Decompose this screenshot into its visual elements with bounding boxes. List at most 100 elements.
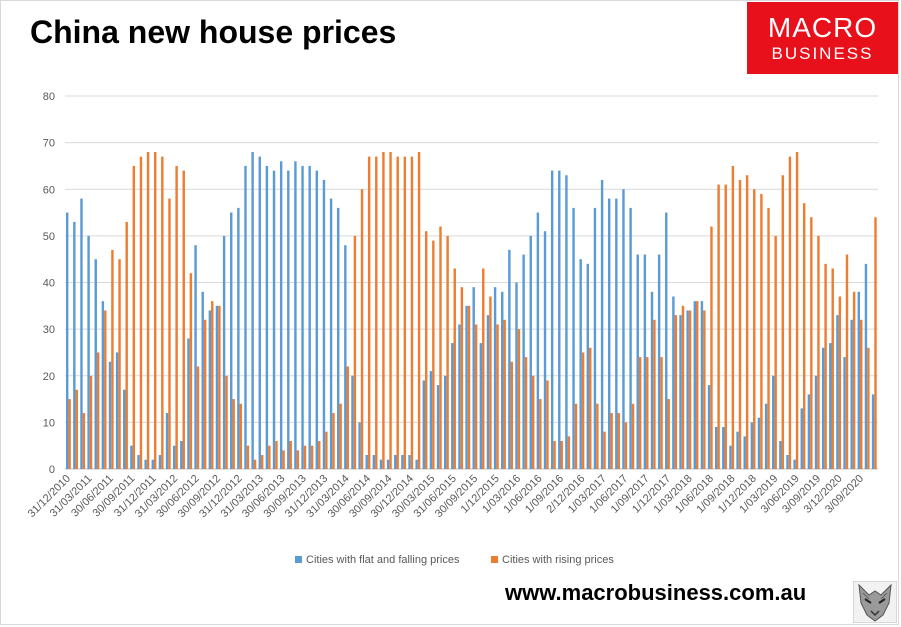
bar-rising [318, 441, 321, 469]
bar-rising [439, 226, 442, 469]
bar-rising [717, 184, 720, 469]
bar-rising [432, 240, 435, 469]
bar-flat-falling [714, 427, 718, 469]
bar-flat-falling [194, 245, 197, 469]
bar-rising [467, 305, 471, 469]
bar-rising [325, 431, 328, 469]
bar-flat-falling [757, 417, 761, 469]
bar-rising [482, 268, 485, 469]
bar-flat-falling [501, 291, 504, 469]
bar-flat-falling [401, 455, 404, 469]
bar-rising [574, 403, 578, 469]
bar-rising [824, 263, 827, 469]
bar-rising [810, 217, 813, 469]
bar-flat-falling [165, 413, 169, 469]
bar-rising [353, 235, 357, 470]
bar-rising [104, 310, 107, 469]
bar-rising [239, 403, 242, 469]
bar-flat-falling [750, 422, 754, 470]
bar-rising [845, 254, 849, 469]
y-tick-label: 10 [43, 417, 55, 429]
bar-flat-falling [108, 361, 112, 469]
bar-flat-falling [101, 301, 105, 469]
bar-rising [417, 151, 421, 469]
bar-flat-falling [422, 380, 425, 469]
bar-flat-falling [779, 441, 782, 469]
bar-rising [596, 403, 599, 469]
bar-rising [524, 357, 528, 469]
bar-rising [802, 203, 806, 470]
website-url: www.macrobusiness.com.au [505, 580, 807, 605]
bar-flat-falling [522, 254, 525, 469]
bar-flat-falling [657, 254, 661, 469]
bar-flat-falling [415, 459, 418, 469]
bar-flat-falling [836, 315, 839, 469]
bar-flat-falling [337, 207, 340, 469]
bar-rising [96, 352, 100, 469]
legend-swatch [491, 556, 498, 563]
bar-flat-falling [536, 212, 540, 469]
bar-rising [253, 459, 257, 469]
bar-rising [246, 445, 250, 469]
bar-rising [360, 189, 364, 469]
bar-flat-falling [486, 315, 490, 469]
bar-rising [553, 441, 556, 469]
bar-flat-falling [237, 207, 240, 469]
bar-flat-falling [215, 305, 219, 469]
bar-flat-falling [251, 151, 254, 469]
bar-flat-falling [443, 375, 447, 469]
bar-flat-falling [294, 161, 297, 469]
bar-flat-falling [279, 161, 283, 469]
bar-rising [731, 165, 735, 469]
bar-flat-falling [707, 385, 711, 469]
bar-flat-falling [329, 198, 333, 469]
logo-line-macro: MACRO [767, 12, 878, 43]
bar-rising [817, 235, 820, 470]
bar-rising [667, 399, 670, 469]
bar-rising [688, 310, 692, 469]
bar-flat-falling [529, 235, 532, 470]
bar-rising [268, 445, 271, 469]
bar-rising [696, 301, 699, 469]
bar-rising [831, 268, 834, 469]
bar-flat-falling [123, 389, 126, 469]
bar-rising [75, 389, 78, 469]
bar-rising [232, 399, 235, 469]
bar-flat-falling [151, 459, 154, 469]
bar-rising [303, 445, 307, 469]
bar-rising [196, 366, 200, 469]
bar-rising [646, 357, 649, 469]
bar-rising [603, 431, 606, 469]
y-tick-label: 40 [43, 278, 55, 290]
bar-rising [425, 231, 428, 469]
bar-flat-falling [130, 445, 133, 469]
bar-rising [154, 151, 157, 469]
bar-flat-falling [158, 455, 162, 469]
bar-rising [631, 403, 635, 469]
bar-flat-falling [672, 296, 675, 469]
bar-flat-falling [871, 394, 875, 469]
bar-flat-falling [665, 212, 668, 469]
bar-flat-falling [679, 315, 682, 469]
bar-rising [396, 156, 399, 470]
bar-flat-falling [80, 198, 83, 469]
bar-flat-falling [864, 263, 868, 469]
bar-flat-falling [793, 459, 796, 469]
bar-rising [795, 151, 799, 469]
bar-rising [296, 450, 300, 469]
bar-rising [203, 319, 207, 469]
bar-rising [767, 207, 770, 469]
y-tick-label: 30 [43, 324, 55, 336]
bar-rising [738, 179, 742, 469]
bar-rising [781, 175, 784, 469]
bar-flat-falling [87, 235, 90, 470]
bar-flat-falling [265, 165, 269, 469]
bar-flat-falling [764, 403, 768, 469]
bar-rising [788, 156, 792, 470]
bar-flat-falling [515, 282, 518, 469]
bar-rising [68, 399, 71, 469]
bar-rising [168, 198, 171, 469]
bar-flat-falling [436, 385, 440, 469]
bar-rising [310, 445, 314, 469]
